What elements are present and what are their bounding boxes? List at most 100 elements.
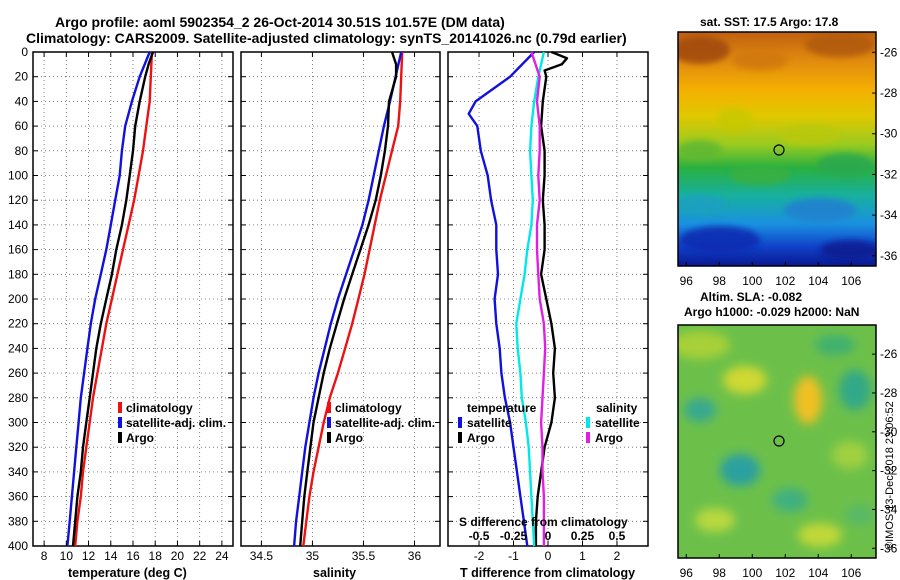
map-x-tick-label: 98 — [713, 566, 727, 580]
map-y-tick-label: -30 — [880, 425, 898, 439]
series-line-argo — [71, 51, 155, 547]
depth-tick-label: 340 — [8, 465, 28, 479]
map-y-tick-label: -32 — [880, 464, 898, 478]
s-diff-tick-label: -0.25 — [500, 529, 528, 543]
legend-label-argo: Argo — [335, 431, 363, 445]
map-x-tick-label: 98 — [713, 274, 727, 288]
depth-tick-label: 200 — [8, 292, 28, 306]
figure-title-line2: Climatology: CARS2009. Satellite-adjuste… — [26, 30, 627, 46]
x-tick-label: 12 — [82, 549, 96, 563]
depth-tick-label: 380 — [8, 514, 28, 528]
x-tick-label: 10 — [60, 549, 74, 563]
x-tick-label: 20 — [171, 549, 185, 563]
depth-tick-label: 360 — [8, 490, 28, 504]
s-diff-tick-label: -0.5 — [469, 529, 490, 543]
map-y-tick-label: -36 — [880, 541, 898, 555]
map-x-tick-label: 100 — [742, 566, 762, 580]
legend-swatch-satellite — [118, 417, 122, 428]
legend-label-s-argo: Argo — [595, 431, 623, 445]
depth-tick-label: 140 — [8, 218, 28, 232]
legend-label-climatology: climatology — [126, 401, 193, 415]
map-x-tick-label: 106 — [841, 274, 861, 288]
depth-tick-label: 80 — [15, 144, 29, 158]
temperature-xlabel: temperature (deg C) — [68, 566, 187, 580]
imos-stamp: ©IMOS 13-Dec-2018 23:06:52 — [884, 401, 896, 550]
map-y-tick-label: -30 — [880, 127, 898, 141]
map-y-tick-label: -28 — [880, 386, 898, 400]
legend-swatch-s-satellite — [586, 417, 590, 428]
depth-tick-label: 320 — [8, 440, 28, 454]
depth-tick-label: 280 — [8, 391, 28, 405]
series-line-argo — [299, 51, 398, 547]
x-tick-label: 36 — [408, 549, 422, 563]
x-tick-label: 14 — [104, 549, 118, 563]
x-tick-label: 24 — [215, 549, 229, 563]
legend-title-salinity: salinity — [596, 401, 638, 415]
map-y-tick-label: -34 — [880, 208, 898, 222]
x-tick-label: 0 — [545, 549, 552, 563]
x-tick-label: 34.5 — [250, 549, 274, 563]
s-diff-tick-label: 0 — [545, 529, 552, 543]
map-x-tick-label: 106 — [841, 566, 861, 580]
legend-swatch-t-argo — [458, 432, 462, 443]
map-x-tick-label: 104 — [808, 566, 828, 580]
series-line-t-satellite — [467, 51, 536, 547]
sla-map-subtitle: Argo h1000: -0.029 h2000: NaN — [684, 305, 859, 319]
legend-label-climatology: climatology — [335, 401, 402, 415]
argo-position-marker — [773, 144, 785, 156]
s-difference-label: S difference from climatology — [459, 515, 628, 529]
map-x-tick-label: 104 — [808, 274, 828, 288]
map-y-tick-label: -26 — [880, 347, 898, 361]
legend-label-s-satellite: satellite — [595, 416, 640, 430]
depth-tick-label: 300 — [8, 416, 28, 430]
salinity-legend: climatology satellite-adj. clim. Argo — [327, 401, 435, 445]
legend-label-satellite: satellite-adj. clim. — [335, 416, 435, 430]
series-line-climatology — [74, 51, 154, 547]
legend-label-t-argo: Argo — [467, 431, 495, 445]
x-tick-label: 18 — [149, 549, 163, 563]
series-line-s-satellite — [515, 51, 546, 547]
depth-tick-label: 40 — [15, 94, 29, 108]
sla-map-title: Altim. SLA: -0.082 — [700, 290, 802, 304]
legend-label-argo: Argo — [126, 431, 154, 445]
sst-map: sat. SST: 17.5 Argo: 17.8 96 98 100 102 104 1… — [677, 15, 898, 288]
map-x-tick-label: 102 — [775, 274, 795, 288]
figure-title-line1: Argo profile: aoml 5902354_2 26-Oct-2014… — [55, 14, 505, 30]
legend-label-satellite: satellite-adj. clim. — [126, 416, 226, 430]
x-tick-label: 2 — [614, 549, 621, 563]
series-line-t-argo — [534, 50, 569, 546]
difference-legend: temperature satellite Argo salinity sate… — [458, 401, 640, 445]
salinity-axes — [240, 51, 441, 547]
legend-swatch-t-satellite — [458, 417, 462, 428]
map-x-tick-label: 96 — [680, 274, 694, 288]
x-tick-label: -1 — [508, 549, 519, 563]
map-y-tick-label: -28 — [880, 86, 898, 100]
x-tick-label: 35 — [306, 549, 320, 563]
depth-tick-label: 20 — [15, 70, 29, 84]
series-line-s-argo — [530, 51, 547, 546]
series-line-climatology — [302, 51, 404, 547]
depth-tick-label: 160 — [8, 243, 28, 257]
map-x-tick-label: 96 — [680, 566, 694, 580]
legend-title-temperature: temperature — [467, 401, 537, 415]
x-tick-label: 16 — [126, 549, 140, 563]
depth-tick-label: 100 — [8, 169, 28, 183]
x-tick-label: 8 — [41, 549, 48, 563]
legend-swatch-climatology — [118, 402, 122, 413]
salinity-xlabel: salinity — [313, 566, 356, 580]
x-tick-label: 1 — [579, 549, 586, 563]
series-line-satellite-adj-clim- — [292, 51, 403, 547]
map-y-tick-label: -32 — [880, 167, 898, 181]
depth-tick-label: 0 — [21, 45, 28, 59]
x-tick-label: -2 — [474, 549, 485, 563]
difference-xlabel: T difference from climatology — [460, 566, 635, 580]
temperature-legend: climatology satellite-adj. clim. Argo — [118, 401, 226, 445]
legend-swatch-s-argo — [586, 432, 590, 443]
series-line-satellite-adj-clim- — [66, 51, 151, 547]
sst-map-title: sat. SST: 17.5 Argo: 17.8 — [700, 15, 839, 29]
depth-tick-label: 220 — [8, 317, 28, 331]
s-diff-tick-label: 0.5 — [609, 529, 626, 543]
legend-swatch-argo — [327, 432, 331, 443]
map-x-tick-label: 102 — [775, 566, 795, 580]
